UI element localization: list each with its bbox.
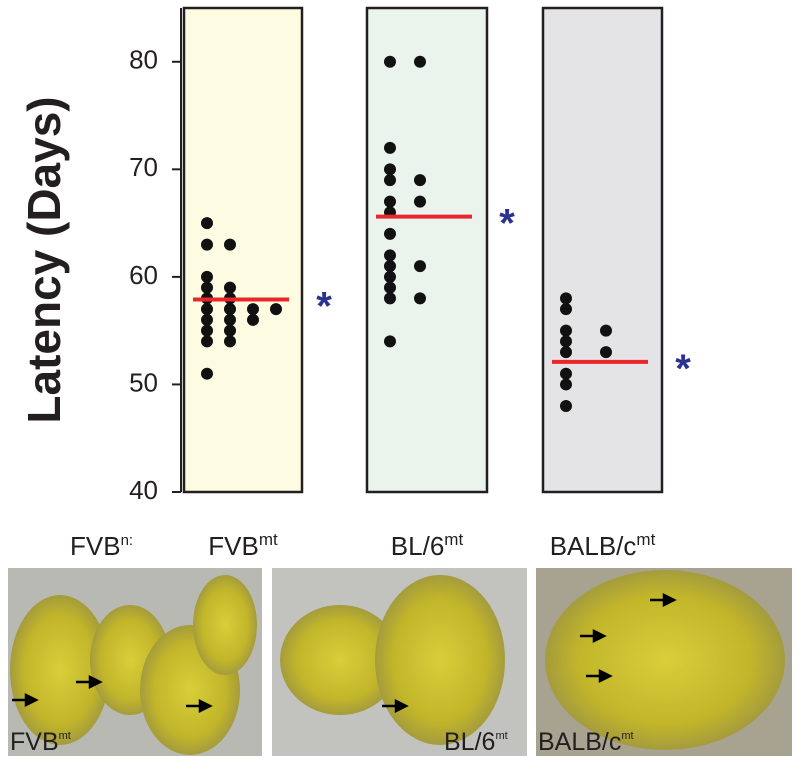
- category-label-text: BL/6: [391, 531, 445, 561]
- category-label-text: FVB: [208, 531, 259, 561]
- photo-organ: [280, 605, 400, 715]
- data-point: [201, 313, 213, 326]
- data-point: [600, 346, 612, 359]
- photo-organ: [545, 570, 785, 750]
- data-point: [384, 249, 396, 262]
- photo-organ: [375, 575, 505, 745]
- data-point: [384, 163, 396, 176]
- data-point: [201, 238, 213, 251]
- row-label-sup: n:: [121, 532, 134, 549]
- data-point: [384, 260, 396, 273]
- y-tick-label: 80: [129, 45, 158, 75]
- data-point: [384, 292, 396, 305]
- data-point: [560, 335, 572, 348]
- data-point: [600, 324, 612, 337]
- y-tick-label: 50: [129, 367, 158, 397]
- data-point: [560, 324, 572, 337]
- y-axis-label: Latency (Days): [18, 96, 70, 423]
- photo-label-sup: mt: [621, 730, 633, 742]
- data-point: [201, 270, 213, 283]
- data-point: [224, 281, 236, 294]
- arrows: [12, 592, 677, 714]
- data-point: [414, 195, 426, 208]
- photo-organ: [193, 575, 257, 675]
- data-point: [414, 174, 426, 187]
- group-panel: [541, 6, 664, 494]
- significance-mark: *: [316, 284, 332, 328]
- data-point: [560, 292, 572, 305]
- category-label-text: BALB/c: [550, 531, 637, 561]
- row-label-text: FVB: [70, 531, 121, 561]
- data-point: [560, 346, 572, 359]
- photo-label: FVBmt: [10, 728, 71, 756]
- category-label: BALB/cmt: [550, 530, 656, 561]
- data-point: [560, 367, 572, 380]
- data-point: [560, 378, 572, 391]
- y-tick-label: 70: [129, 152, 158, 182]
- data-point: [201, 281, 213, 294]
- category-label: FVBmt: [208, 530, 278, 561]
- photo-label: BALB/cmt: [538, 728, 634, 756]
- data-point: [201, 335, 213, 348]
- data-point: [384, 281, 396, 294]
- data-point: [247, 303, 259, 316]
- category-label: BL/6mt: [391, 530, 464, 561]
- photo-label-text: BL/6: [444, 728, 495, 756]
- data-point: [414, 292, 426, 305]
- row-label: FVBn:: [70, 531, 133, 561]
- data-point: [201, 324, 213, 337]
- data-point: [384, 335, 396, 348]
- data-point: [384, 141, 396, 154]
- data-point: [384, 195, 396, 208]
- photo-label-text: BALB/c: [538, 728, 621, 756]
- data-point: [560, 399, 572, 412]
- data-point: [384, 55, 396, 68]
- data-point: [224, 335, 236, 348]
- data-point: [201, 367, 213, 380]
- group-panel: [365, 6, 489, 494]
- photo-label: BL/6mt: [444, 728, 508, 756]
- data-point: [414, 260, 426, 273]
- photo-organ: [10, 595, 110, 745]
- data-point: [384, 270, 396, 283]
- significance-mark: *: [675, 347, 691, 391]
- data-point: [560, 303, 572, 316]
- data-point: [270, 303, 282, 316]
- y-tick-label: 40: [129, 475, 158, 505]
- photo-panels: [8, 568, 792, 756]
- significance-mark: *: [499, 202, 515, 246]
- data-point: [224, 238, 236, 251]
- data-point: [224, 324, 236, 337]
- y-tick-label: 60: [129, 260, 158, 290]
- photo-label-sup: mt: [59, 730, 71, 742]
- photo-label-text: FVB: [10, 728, 59, 756]
- data-point: [201, 217, 213, 230]
- data-point: [247, 313, 259, 326]
- group-panel: [182, 6, 304, 494]
- data-point: [224, 303, 236, 316]
- category-label-sup: mt: [444, 530, 463, 549]
- data-point: [384, 227, 396, 240]
- photo-label-sup: mt: [495, 730, 507, 742]
- data-point: [384, 174, 396, 187]
- data-point: [224, 313, 236, 326]
- category-label-sup: mt: [636, 530, 655, 549]
- data-point: [414, 55, 426, 68]
- data-point: [201, 303, 213, 316]
- category-label-sup: mt: [259, 530, 278, 549]
